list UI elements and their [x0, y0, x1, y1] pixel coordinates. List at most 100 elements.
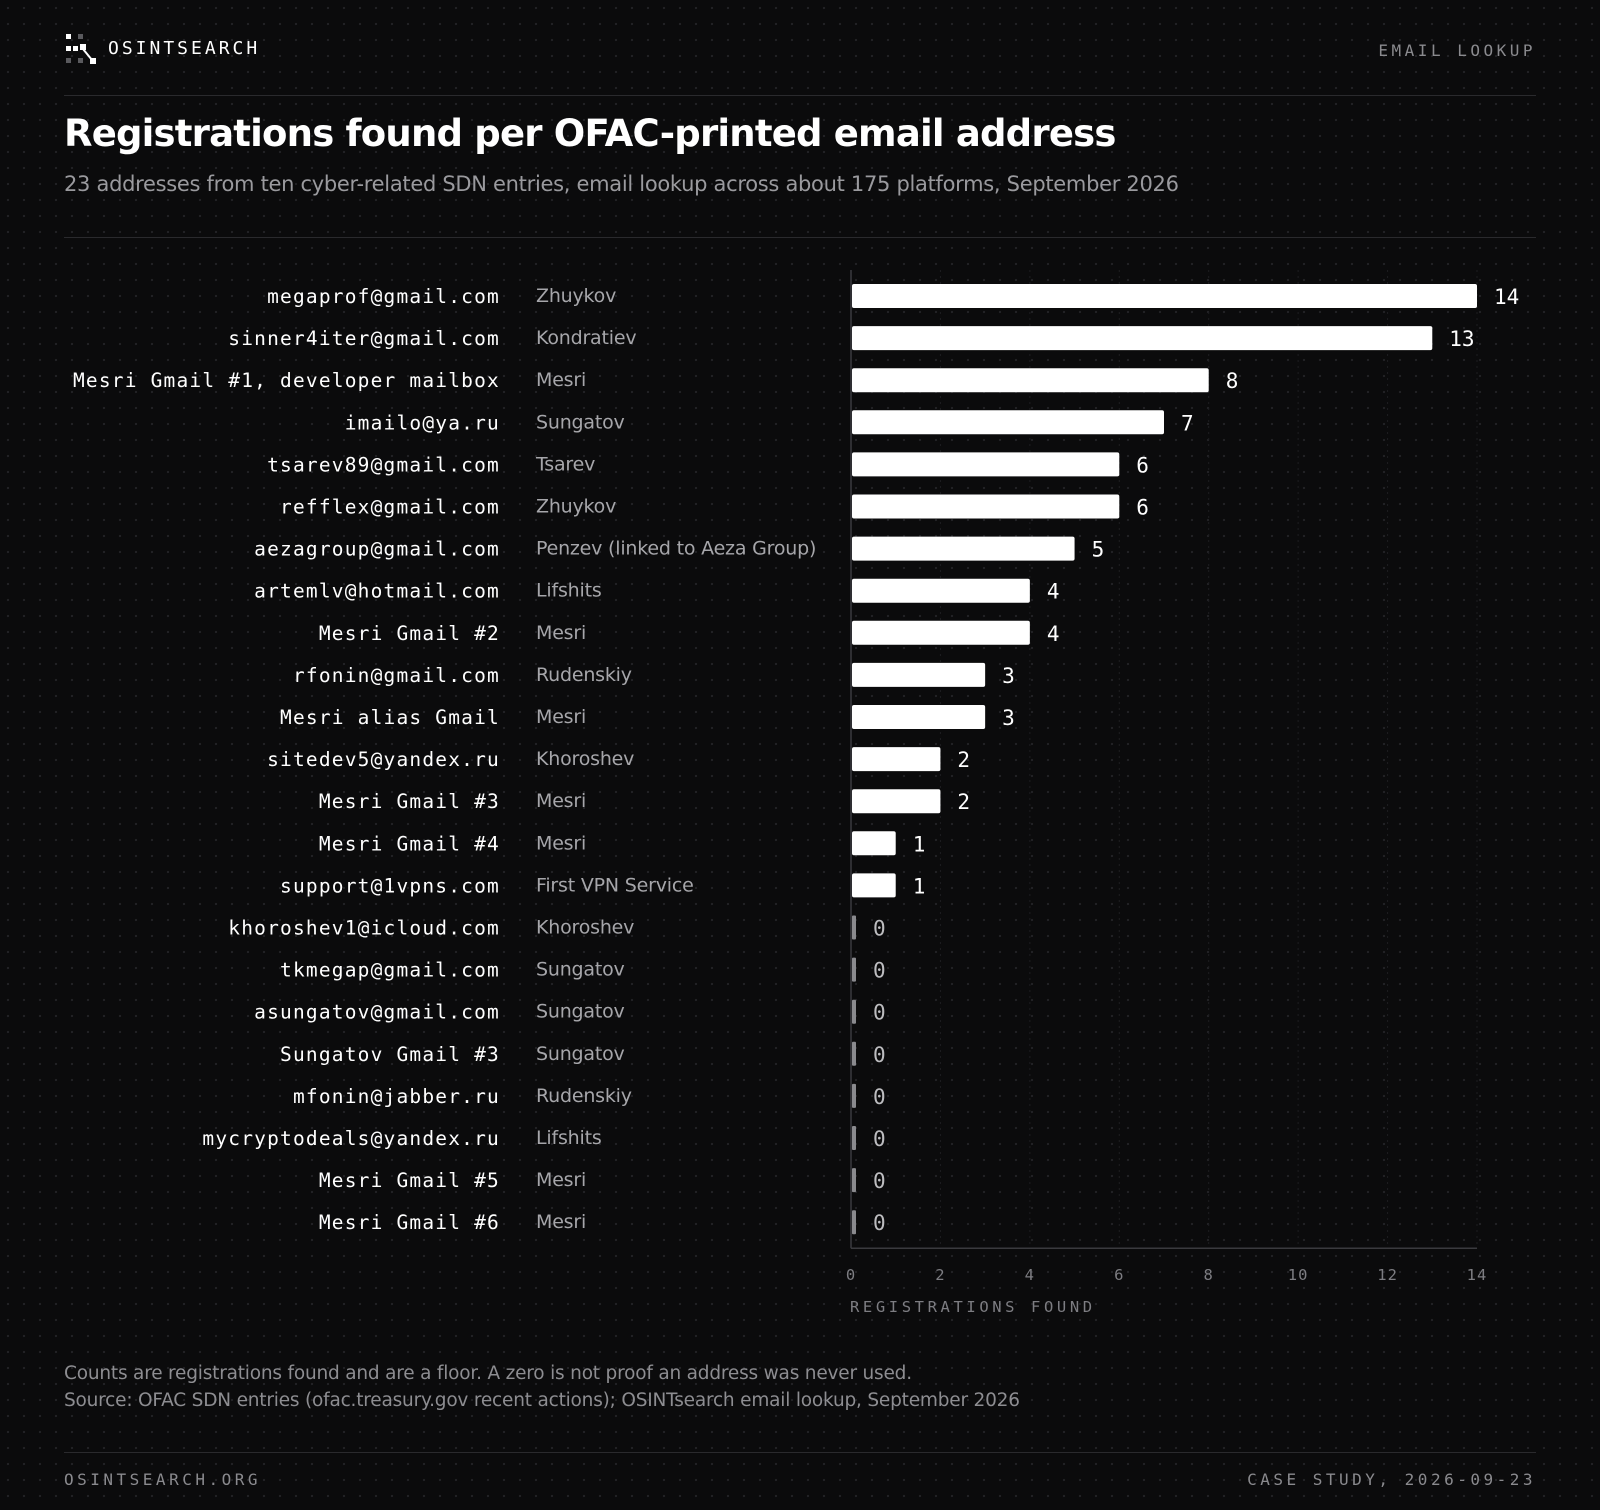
email-label: Mesri Gmail #6 [319, 1211, 500, 1234]
value-label: 6 [1136, 453, 1149, 477]
value-label: 6 [1136, 496, 1149, 520]
x-tick-label: 6 [1114, 1266, 1124, 1284]
note-caveat: Counts are registrations found and are a… [64, 1363, 912, 1384]
value-label: 1 [913, 832, 926, 856]
bar-zero [852, 915, 856, 940]
email-label: Mesri Gmail #3 [319, 790, 500, 813]
header-divider [64, 95, 1536, 96]
value-label: 0 [873, 1043, 886, 1067]
email-label: Mesri Gmail #1, developer mailbox [73, 369, 500, 392]
value-label: 0 [873, 1211, 886, 1235]
section-tag: EMAIL LOOKUP [1378, 41, 1536, 60]
entity-label: First VPN Service [536, 874, 694, 896]
value-label: 0 [873, 1127, 886, 1151]
bar [852, 536, 1075, 561]
value-label: 0 [873, 917, 886, 941]
entity-label: Khoroshev [536, 917, 634, 939]
email-label: mfonin@jabber.ru [293, 1085, 500, 1108]
value-label: 2 [957, 748, 970, 772]
entity-label: Sungatov [536, 959, 625, 981]
entity-label: Rudenskiy [536, 1085, 632, 1107]
email-label: khoroshev1@icloud.com [228, 917, 500, 940]
value-label: 0 [873, 959, 886, 983]
bar [852, 284, 1477, 308]
header: OSINTSEARCH EMAIL LOOKUP [64, 28, 1536, 70]
bar [852, 410, 1164, 435]
entity-label: Sungatov [536, 411, 625, 433]
entity-label: Mesri [536, 832, 586, 854]
bar [852, 831, 896, 856]
x-axis-title: REGISTRATIONS FOUND [850, 1298, 1096, 1316]
bar-zero [852, 1126, 856, 1150]
email-label: Sungatov Gmail #3 [280, 1043, 500, 1066]
bar [852, 368, 1209, 393]
entity-label: Mesri [536, 622, 586, 644]
bar [852, 578, 1030, 603]
note-source: Source: OFAC SDN entries (ofac.treasury.… [64, 1390, 1020, 1411]
x-tick-label: 4 [1025, 1266, 1035, 1284]
email-label: asungatov@gmail.com [254, 1001, 500, 1024]
x-tick-label: 14 [1467, 1266, 1488, 1284]
value-label: 14 [1494, 285, 1519, 309]
chart-title: Registrations found per OFAC-printed ema… [64, 112, 1116, 155]
entity-label: Mesri [536, 706, 586, 728]
email-label: Mesri alias Gmail [280, 706, 500, 729]
entity-label: Tsarev [535, 453, 595, 475]
x-tick-label: 8 [1204, 1266, 1214, 1284]
entity-label: Mesri [536, 1169, 586, 1191]
bar-chart: megaprof@gmail.com Zhuykov 14sinner4iter@g… [73, 270, 1519, 1316]
chart-subtitle: 23 addresses from ten cyber-related SDN … [64, 172, 1179, 196]
entity-label: Khoroshev [536, 748, 634, 770]
entity-label: Zhuykov [536, 285, 616, 307]
value-label: 7 [1181, 411, 1194, 435]
value-label: 0 [873, 1085, 886, 1109]
value-label: 5 [1092, 538, 1105, 562]
footer-site[interactable]: OSINTSEARCH.ORG [64, 1470, 261, 1489]
entity-label: Mesri [536, 790, 586, 812]
entity-label: Penzev (linked to Aeza Group) [536, 538, 816, 560]
x-tick-label: 10 [1288, 1266, 1309, 1284]
footer-case-study: CASE STUDY, 2026-09-23 [1247, 1470, 1536, 1489]
value-label: 0 [873, 1001, 886, 1025]
bar [852, 747, 941, 772]
value-label: 13 [1449, 327, 1474, 351]
x-tick-label: 2 [935, 1266, 945, 1284]
email-label: Mesri Gmail #4 [319, 832, 500, 855]
email-label: Mesri Gmail #5 [319, 1169, 500, 1192]
bar-zero [852, 1210, 856, 1235]
email-label: support@1vpns.com [280, 874, 500, 897]
bar-zero [852, 1083, 856, 1108]
value-label: 2 [957, 790, 970, 814]
bar-zero [852, 999, 856, 1024]
email-label: mycryptodeals@yandex.ru [202, 1127, 500, 1150]
email-label: artemlv@hotmail.com [254, 580, 500, 603]
email-label: sitedev5@yandex.ru [267, 748, 500, 771]
title-divider [64, 237, 1536, 238]
bar [852, 789, 941, 814]
footer-divider [64, 1452, 1536, 1453]
value-label: 8 [1226, 369, 1239, 393]
value-label: 1 [913, 874, 926, 898]
value-label: 0 [873, 1169, 886, 1193]
bar [852, 494, 1120, 519]
email-label: megaprof@gmail.com [267, 285, 500, 308]
x-tick-label: 0 [846, 1266, 856, 1284]
bar [852, 620, 1030, 645]
email-label: imailo@ya.ru [345, 411, 500, 434]
bar [852, 705, 986, 729]
email-label: refflex@gmail.com [280, 496, 500, 519]
bar-zero [852, 1168, 856, 1193]
brand-name[interactable]: OSINTSEARCH [108, 38, 261, 59]
value-label: 4 [1047, 622, 1060, 646]
entity-label: Mesri [536, 369, 586, 391]
bar [852, 662, 986, 687]
entity-label: Lifshits [536, 1127, 602, 1149]
entity-label: Lifshits [536, 580, 602, 602]
value-label: 4 [1047, 580, 1060, 604]
entity-label: Rudenskiy [536, 664, 632, 686]
bar [852, 873, 896, 898]
entity-label: Kondratiev [536, 327, 636, 349]
bar [852, 452, 1120, 477]
dotted-network-logo-icon [66, 34, 96, 64]
email-label: Mesri Gmail #2 [319, 622, 500, 645]
